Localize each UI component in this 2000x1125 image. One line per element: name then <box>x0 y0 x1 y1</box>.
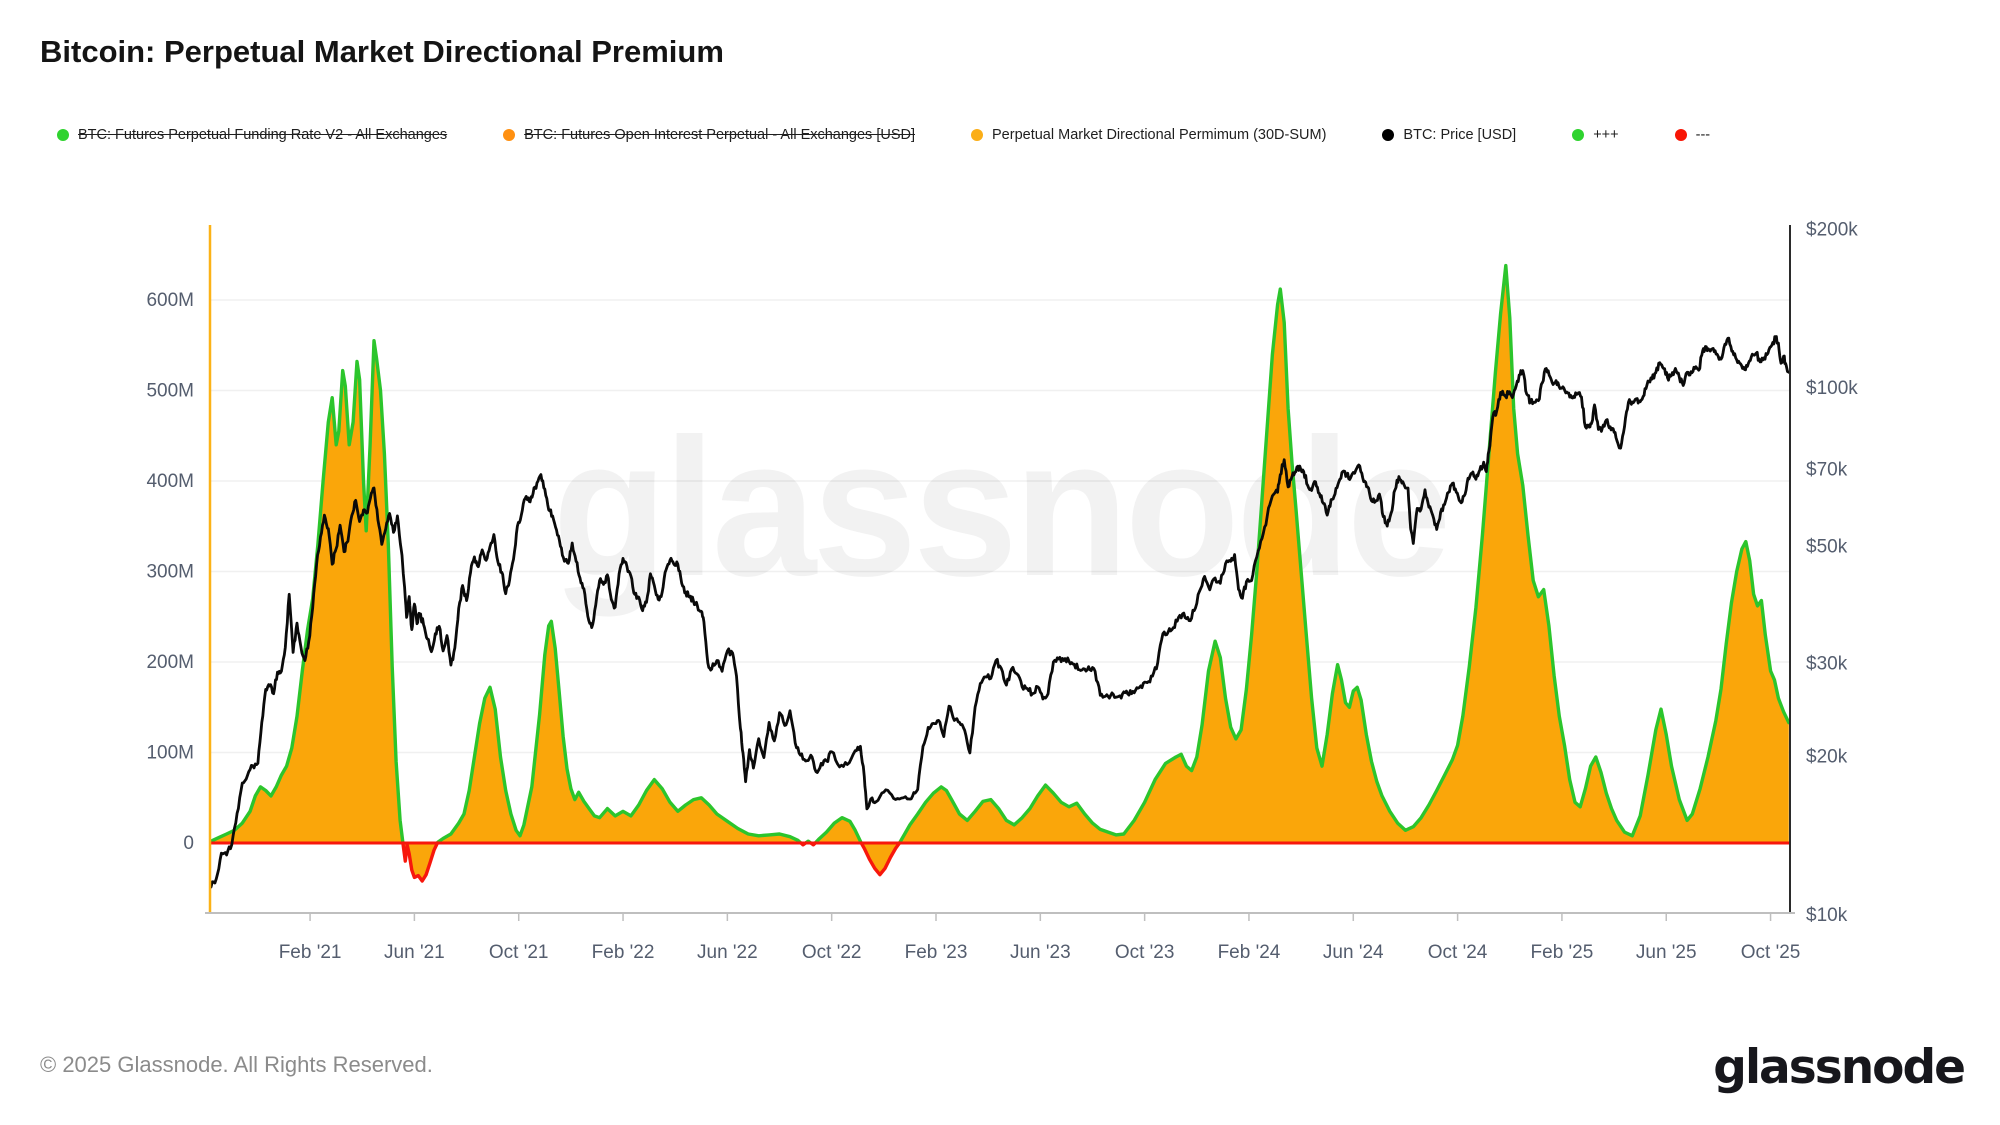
legend-dot-icon <box>971 129 984 141</box>
y-right-tick-label: $30k <box>1806 654 1848 675</box>
y-right-tick-label: $200k <box>1806 219 1858 240</box>
x-tick-label: Jun '22 <box>697 942 758 963</box>
legend-item-6[interactable]: --- <box>1674 127 1711 143</box>
x-tick-label: Oct '22 <box>802 942 862 963</box>
legend-item-label: --- <box>1695 127 1711 143</box>
y-right-tick-label: $70k <box>1806 460 1848 481</box>
premium-line-positive <box>435 619 803 845</box>
x-tick-label: Oct '21 <box>489 942 549 963</box>
y-right-tick-label: $100k <box>1806 378 1858 399</box>
x-tick-label: Feb '22 <box>592 942 655 963</box>
glassnode-logo: glassnode <box>1713 1040 1966 1095</box>
legend-item-label: +++ <box>1593 127 1619 143</box>
x-tick-label: Oct '23 <box>1115 942 1175 963</box>
legend-item-2[interactable]: BTC: Futures Open Interest Perpetual - A… <box>503 127 915 143</box>
legend-item-5[interactable]: +++ <box>1572 127 1619 143</box>
x-tick-label: Jun '25 <box>1636 942 1697 963</box>
x-tick-label: Oct '25 <box>1741 942 1801 963</box>
premium-line-positive <box>813 816 863 845</box>
x-tick-label: Jun '23 <box>1010 942 1071 963</box>
y-left-tick-label: 200M <box>146 652 194 673</box>
page-title: Bitcoin: Perpetual Market Directional Pr… <box>40 34 724 69</box>
x-tick-label: Jun '21 <box>384 942 445 963</box>
premium-area <box>211 265 1789 882</box>
price-line <box>209 335 1791 889</box>
legend-dot-icon <box>1572 129 1585 141</box>
legend-dot-icon <box>1382 129 1395 141</box>
legend-item-3[interactable]: Perpetual Market Directional Permimum (3… <box>971 127 1326 143</box>
legend-item-label: Perpetual Market Directional Permimum (3… <box>992 127 1327 143</box>
legend-item-label: BTC: Price [USD] <box>1403 127 1517 143</box>
x-tick-label: Feb '25 <box>1531 942 1594 963</box>
y-left-tick-label: 500M <box>146 381 194 402</box>
premium-line-positive <box>209 339 405 845</box>
x-tick-label: Oct '24 <box>1428 942 1488 963</box>
y-left-tick-label: 100M <box>146 743 194 764</box>
premium-line-negative <box>859 841 902 877</box>
y-right-tick-label: $50k <box>1806 537 1848 558</box>
y-left-tick-label: 600M <box>146 290 194 311</box>
y-right-tick-label: $20k <box>1806 746 1848 767</box>
watermark-text: glassnode <box>553 398 1448 617</box>
legend-dot-icon <box>1674 129 1687 141</box>
premium-line-negative <box>401 841 440 883</box>
copyright-text: © 2025 Glassnode. All Rights Reserved. <box>40 1052 433 1077</box>
y-right-tick-label: $10k <box>1806 905 1848 926</box>
x-tick-label: Jun '24 <box>1323 942 1384 963</box>
premium-line-negative <box>809 841 817 847</box>
legend-item-1[interactable]: BTC: Futures Perpetual Funding Rate V2 -… <box>57 127 447 143</box>
legend-dot-icon <box>503 129 516 141</box>
legend-dot-icon <box>57 129 69 141</box>
y-left-tick-label: 0 <box>183 833 194 854</box>
y-left-tick-label: 300M <box>146 562 194 583</box>
chart-legend: BTC: Futures Perpetual Funding Rate V2 -… <box>57 127 1710 143</box>
x-tick-label: Feb '21 <box>279 942 342 963</box>
premium-line-negative <box>799 841 808 847</box>
x-tick-label: Feb '24 <box>1218 942 1281 963</box>
x-tick-label: Feb '23 <box>905 942 968 963</box>
legend-item-label: BTC: Futures Perpetual Funding Rate V2 -… <box>78 127 448 143</box>
premium-line-positive <box>897 263 1791 845</box>
y-left-tick-label: 400M <box>146 471 194 492</box>
legend-item-label: BTC: Futures Open Interest Perpetual - A… <box>524 127 916 143</box>
legend-item-4[interactable]: BTC: Price [USD] <box>1382 127 1516 143</box>
